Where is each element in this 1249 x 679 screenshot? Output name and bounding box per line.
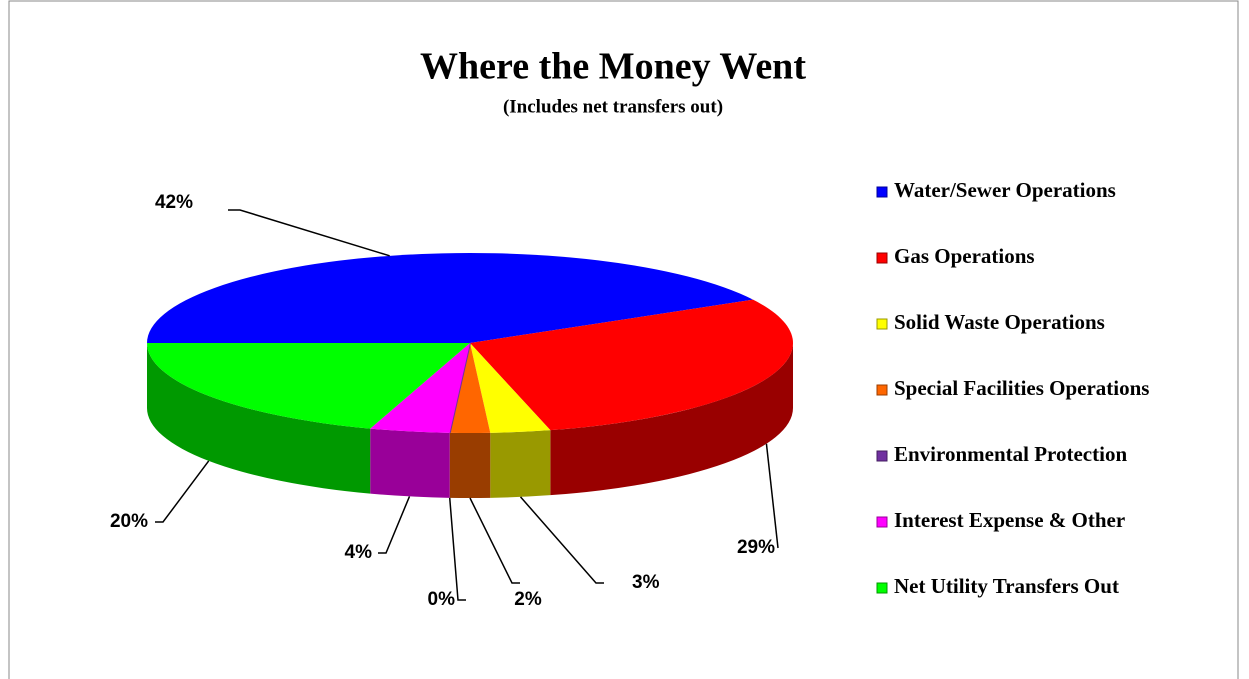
- pie-slice: [370, 343, 470, 433]
- legend-swatch: [876, 384, 888, 396]
- leader-line: [469, 497, 520, 584]
- legend-swatch: [876, 450, 888, 462]
- legend-swatch: [876, 252, 888, 264]
- data-label: 0%: [428, 589, 456, 610]
- pie-slice: [470, 343, 551, 433]
- pie-slice: [147, 253, 754, 343]
- legend-swatch: [876, 318, 888, 330]
- data-label: 4%: [345, 542, 373, 563]
- pie-side: [550, 343, 793, 496]
- pie-side: [147, 343, 371, 494]
- pie-slice: [147, 343, 470, 429]
- chart-title: Where the Money Went: [420, 46, 806, 88]
- legend-swatch: [876, 516, 888, 528]
- data-label: 2%: [514, 589, 542, 610]
- pie-side: [490, 430, 551, 498]
- leader-line: [155, 460, 210, 523]
- data-label: 42%: [155, 192, 193, 213]
- leader-line: [448, 497, 466, 601]
- legend-swatch: [876, 582, 888, 594]
- leader-line: [765, 443, 779, 549]
- data-label: 3%: [632, 572, 660, 593]
- pie-slice: [449, 343, 491, 434]
- chart-subtitle: (Includes net transfers out): [503, 96, 723, 117]
- leader-line: [519, 496, 604, 584]
- legend-label: Net Utility Transfers Out: [894, 574, 1119, 598]
- legend-label: Interest Expense & Other: [894, 508, 1125, 532]
- pie-slice: [448, 342, 471, 434]
- legend-label: Special Facilities Operations: [894, 376, 1149, 400]
- pie-slice: [470, 299, 793, 431]
- data-label: 20%: [110, 511, 148, 532]
- legend-label: Water/Sewer Operations: [894, 178, 1116, 202]
- legend-label: Solid Waste Operations: [894, 310, 1105, 334]
- legend-swatch: [876, 186, 888, 198]
- pie-side: [370, 428, 450, 498]
- legend-label: Environmental Protection: [894, 442, 1127, 466]
- leader-line: [378, 496, 411, 554]
- legend-label: Gas Operations: [894, 244, 1035, 268]
- pie-side: [449, 432, 491, 498]
- frame: [8, 0, 1239, 679]
- data-label: 29%: [737, 537, 775, 558]
- leader-line: [228, 209, 390, 257]
